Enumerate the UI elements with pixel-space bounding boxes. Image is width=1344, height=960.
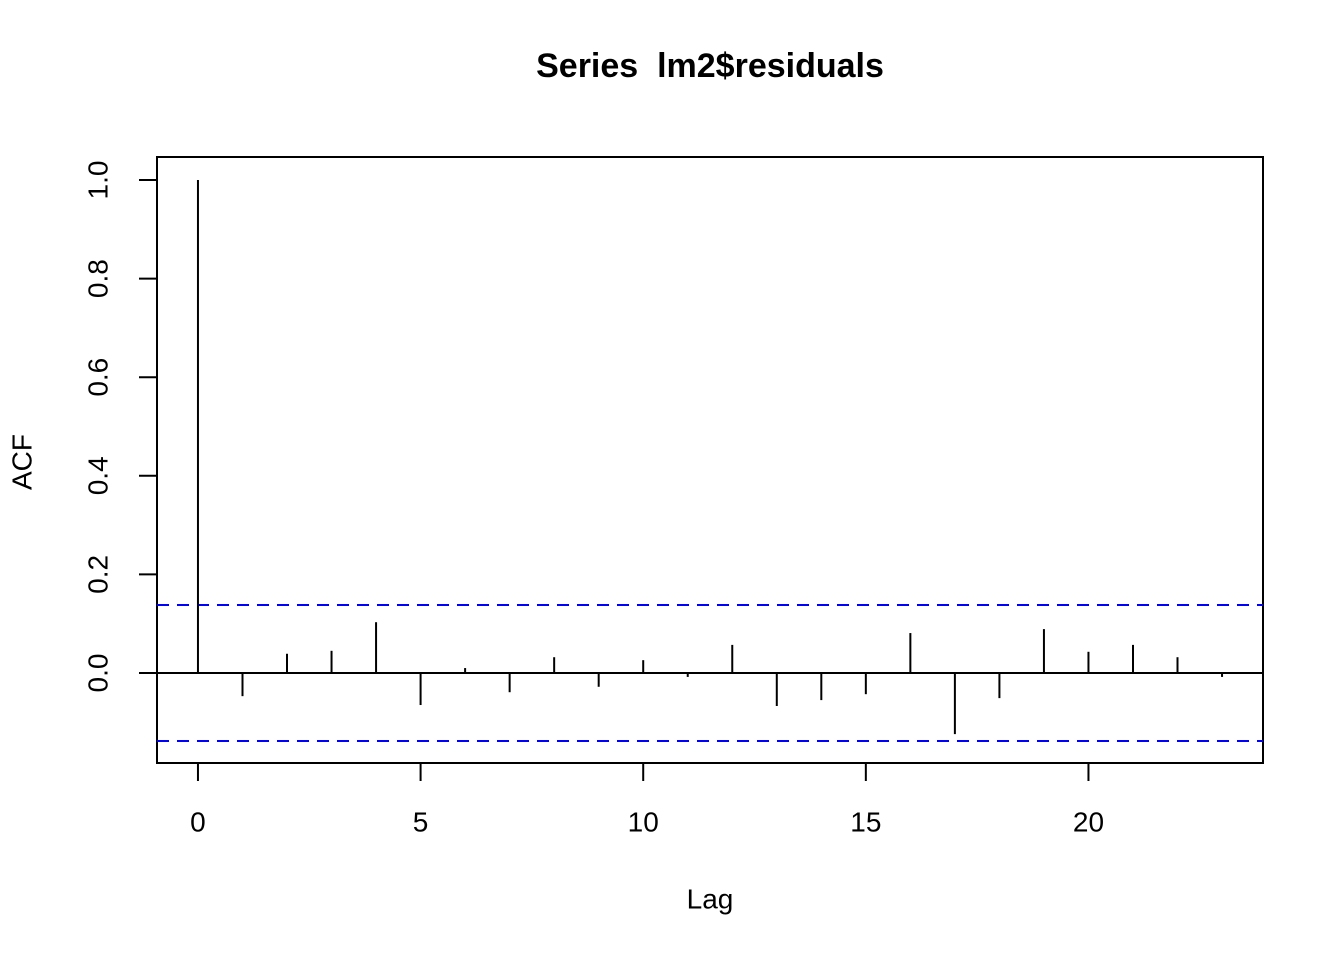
chart-title: Series lm2$residuals [536, 47, 884, 85]
x-tick-label: 10 [628, 806, 659, 837]
y-axis-label: ACF [6, 434, 37, 490]
x-axis-label: Lag [687, 883, 734, 914]
y-tick-label: 0.2 [82, 555, 113, 594]
y-tick-label: 0.6 [82, 358, 113, 397]
x-tick-label: 5 [413, 806, 429, 837]
y-tick-label: 0.0 [82, 654, 113, 693]
y-tick-label: 1.0 [82, 161, 113, 200]
y-tick-label: 0.4 [82, 456, 113, 495]
x-tick-label: 0 [190, 806, 206, 837]
x-tick-label: 20 [1073, 806, 1104, 837]
x-tick-label: 15 [850, 806, 881, 837]
y-tick-label: 0.8 [82, 259, 113, 298]
